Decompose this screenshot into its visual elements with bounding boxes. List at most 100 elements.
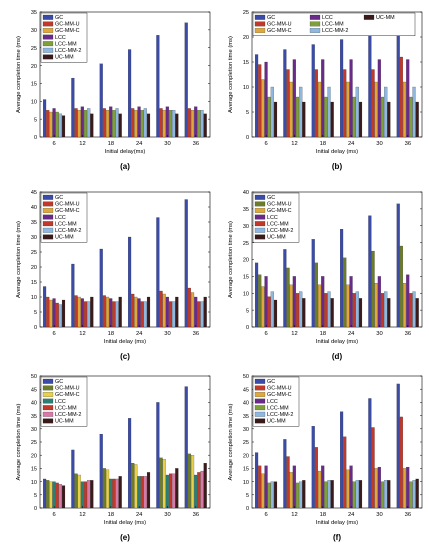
bar [349, 59, 353, 138]
y-tick-label: 15 [31, 82, 37, 88]
bar [172, 473, 176, 509]
bar [302, 298, 306, 328]
bar [289, 81, 293, 138]
legend-swatch [42, 398, 54, 404]
bar [406, 59, 410, 138]
x-tick-label: 36 [193, 512, 199, 518]
bar [168, 301, 173, 328]
bar [355, 480, 359, 509]
x-tick-label: 18 [108, 141, 114, 147]
legend-swatch [42, 201, 54, 207]
bar [321, 465, 325, 509]
legend-swatch [42, 47, 54, 53]
legend-swatch [42, 14, 54, 20]
legend-swatch [309, 28, 321, 33]
bar [358, 298, 363, 328]
bar [349, 465, 353, 509]
legend-label: LCC [55, 35, 66, 41]
x-tick-label: 12 [79, 331, 85, 337]
chart-panel: 0 5 10 15 20 25 30 35 40 45 Average completion tim… [16, 190, 211, 361]
legend-label: GC [267, 15, 275, 21]
y-tick-label: 5 [34, 117, 37, 123]
bar [203, 296, 207, 328]
bar [190, 110, 195, 138]
y-axis-label: Average completion time (ms) [16, 36, 22, 113]
legend-label: LCC-MM-2 [267, 412, 293, 418]
y-axis-label: Average completion time (ms) [16, 403, 22, 480]
y-tick-label: 35 [31, 220, 37, 226]
bar [317, 81, 322, 138]
y-tick-label: 30 [31, 427, 37, 433]
legend-swatch [42, 385, 54, 391]
legend-swatch [42, 411, 54, 417]
y-tick-label: 40 [31, 205, 37, 211]
bar [74, 108, 78, 138]
x-tick-label: 36 [193, 141, 199, 147]
bar [399, 56, 403, 138]
legend-swatch [254, 21, 266, 27]
y-tick-label: 35 [31, 414, 37, 420]
y-tick-label: 0 [34, 325, 37, 331]
bar [61, 485, 66, 509]
y-tick-label: 0 [246, 325, 249, 331]
bar [358, 101, 363, 138]
bar [172, 110, 176, 138]
bar [105, 469, 110, 509]
legend-label: LCC-MM [55, 221, 77, 227]
bar [264, 465, 268, 509]
legend-swatch [42, 214, 54, 220]
y-tick-label: 0 [34, 135, 37, 141]
bar [200, 110, 204, 138]
legend-label: GC [55, 195, 63, 201]
bar [380, 481, 385, 509]
bar [314, 262, 318, 328]
bar [283, 249, 287, 328]
bar [143, 108, 147, 138]
legend-label: UC-MM [55, 419, 74, 425]
legend-swatch [309, 21, 321, 27]
legend-label: GC-MM-U [267, 202, 292, 208]
bar [314, 69, 318, 138]
bar [168, 473, 173, 509]
bar [118, 476, 122, 509]
y-tick-label: 5 [246, 493, 249, 499]
legend-box [252, 12, 416, 36]
legend-label: LCC-MM-2 [55, 228, 81, 234]
bar [156, 402, 160, 509]
bar [340, 39, 344, 138]
bar [134, 464, 138, 509]
bar [115, 301, 119, 328]
bar [58, 484, 62, 509]
legend-label: UC-MM [376, 15, 395, 21]
y-tick-label: 15 [243, 275, 249, 281]
legend-label: GC [55, 15, 63, 21]
legend-swatch [254, 227, 266, 233]
legend-swatch [42, 405, 54, 411]
bar [267, 296, 271, 328]
legend-label: LCC [267, 399, 278, 405]
legend-swatch [363, 14, 375, 20]
legend-label: GC-MM-C [267, 28, 292, 34]
legend-swatch [42, 221, 54, 227]
bar [267, 96, 271, 138]
bar [302, 480, 306, 509]
bar [412, 480, 416, 509]
bar [52, 481, 56, 509]
bar [409, 96, 413, 138]
bar [83, 481, 88, 509]
legend-swatch [254, 194, 266, 200]
x-tick-label: 18 [320, 141, 326, 147]
bar [346, 469, 350, 509]
bar [190, 455, 195, 509]
bar [187, 453, 191, 509]
bar [105, 296, 110, 328]
x-tick-label: 36 [405, 512, 411, 518]
bar [61, 115, 66, 138]
bar [159, 457, 163, 509]
y-tick-label: 30 [243, 427, 249, 433]
bar [197, 110, 201, 138]
legend-swatch [42, 194, 54, 200]
x-tick-label: 36 [405, 141, 411, 147]
y-tick-label: 10 [31, 480, 37, 486]
